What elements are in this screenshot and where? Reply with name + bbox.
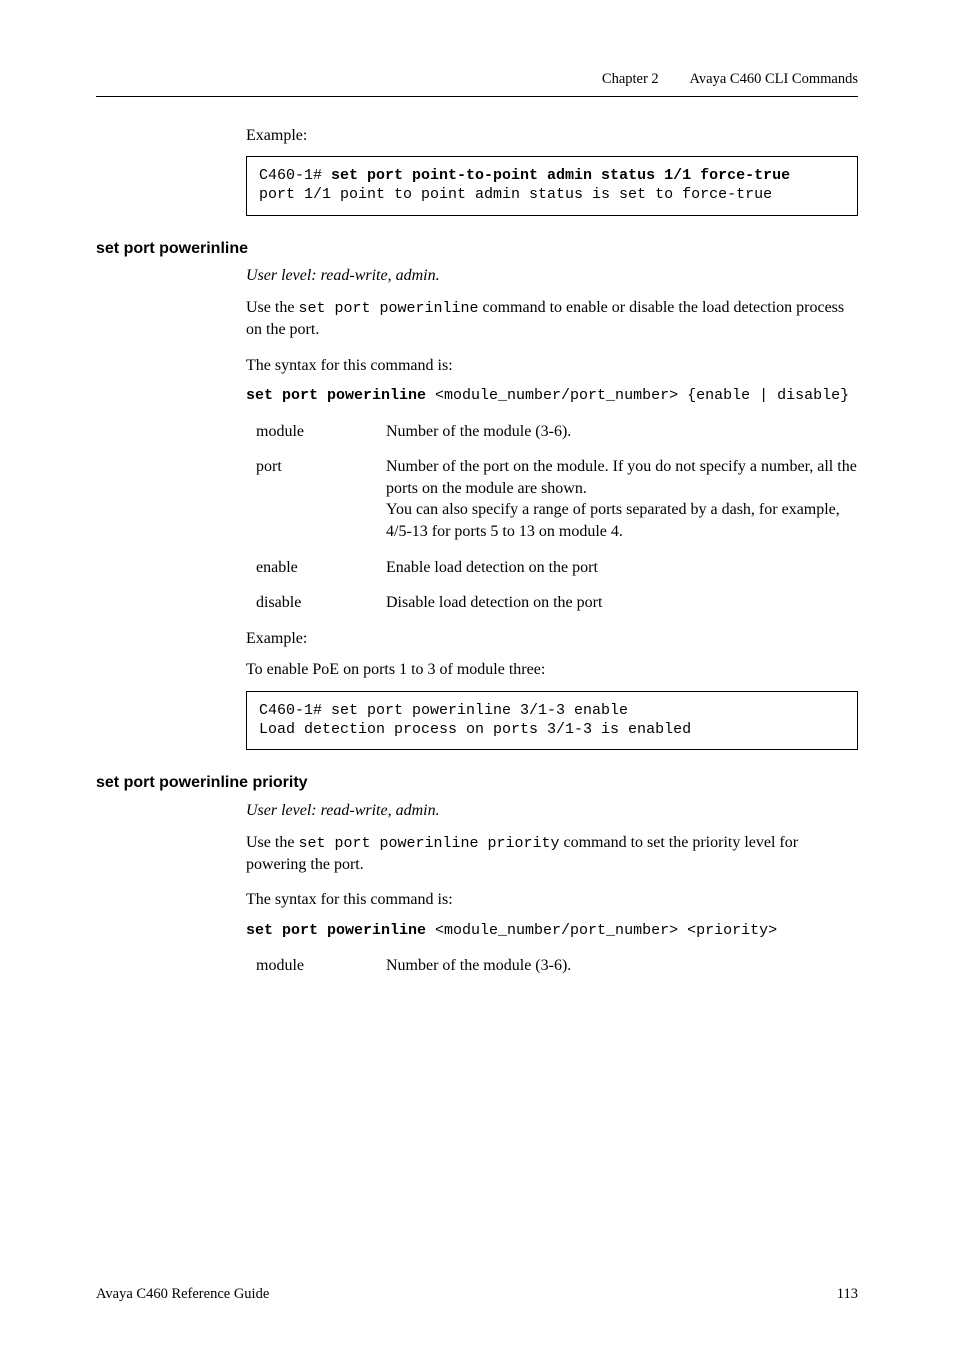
param-row: module Number of the module (3-6). <box>256 955 858 977</box>
chapter-label: Chapter 2 <box>602 71 659 87</box>
code-box-point-to-point: C460-1# set port point-to-point admin st… <box>246 156 858 216</box>
example-label: Example: <box>246 125 858 147</box>
param-table: module Number of the module (3-6). <box>256 955 858 977</box>
chapter-title: Avaya C460 CLI Commands <box>690 71 858 87</box>
param-def: Number of the module (3-6). <box>386 421 858 443</box>
syntax-label: The syntax for this command is: <box>246 355 858 377</box>
param-row: module Number of the module (3-6). <box>256 421 858 443</box>
footer-left: Avaya C460 Reference Guide <box>96 1285 269 1305</box>
code-prompt: C460-1# <box>259 167 331 184</box>
usage-paragraph: Use the set port powerinline priority co… <box>246 832 858 876</box>
param-term: port <box>256 456 386 542</box>
header-rule <box>96 96 858 97</box>
param-table: module Number of the module (3-6). port … <box>256 421 858 614</box>
param-row: port Number of the port on the module. I… <box>256 456 858 542</box>
param-def: Number of the port on the module. If you… <box>386 456 858 542</box>
section-heading-powerinline-priority: set port powerinline priority <box>96 772 858 794</box>
user-level: User level: read-write, admin. <box>246 265 858 287</box>
example-label: Example: <box>246 628 858 650</box>
footer-page-number: 113 <box>837 1285 858 1305</box>
param-def: Enable load detection on the port <box>386 557 858 579</box>
code-output: port 1/1 point to point admin status is … <box>259 186 772 203</box>
page-footer: Avaya C460 Reference Guide 113 <box>96 1285 858 1305</box>
code-command: set port point-to-point admin status 1/1… <box>331 167 790 184</box>
code-line: Load detection process on ports 3/1-3 is… <box>259 721 691 738</box>
syntax-line: set port powerinline <module_number/port… <box>246 386 858 406</box>
user-level: User level: read-write, admin. <box>246 800 858 822</box>
param-term: enable <box>256 557 386 579</box>
param-row: disable Disable load detection on the po… <box>256 592 858 614</box>
param-term: module <box>256 421 386 443</box>
syntax-line: set port powerinline <module_number/port… <box>246 921 858 941</box>
param-term: disable <box>256 592 386 614</box>
param-row: enable Enable load detection on the port <box>256 557 858 579</box>
running-head: Chapter 2 Avaya C460 CLI Commands <box>96 70 858 90</box>
param-def: Number of the module (3-6). <box>386 955 858 977</box>
example-intro: To enable PoE on ports 1 to 3 of module … <box>246 659 858 681</box>
usage-paragraph: Use the set port powerinline command to … <box>246 297 858 341</box>
section-heading-powerinline: set port powerinline <box>96 238 858 260</box>
param-def: Disable load detection on the port <box>386 592 858 614</box>
syntax-label: The syntax for this command is: <box>246 889 858 911</box>
code-line: C460-1# set port powerinline 3/1-3 enabl… <box>259 702 628 719</box>
param-term: module <box>256 955 386 977</box>
code-box-powerinline: C460-1# set port powerinline 3/1-3 enabl… <box>246 691 858 751</box>
